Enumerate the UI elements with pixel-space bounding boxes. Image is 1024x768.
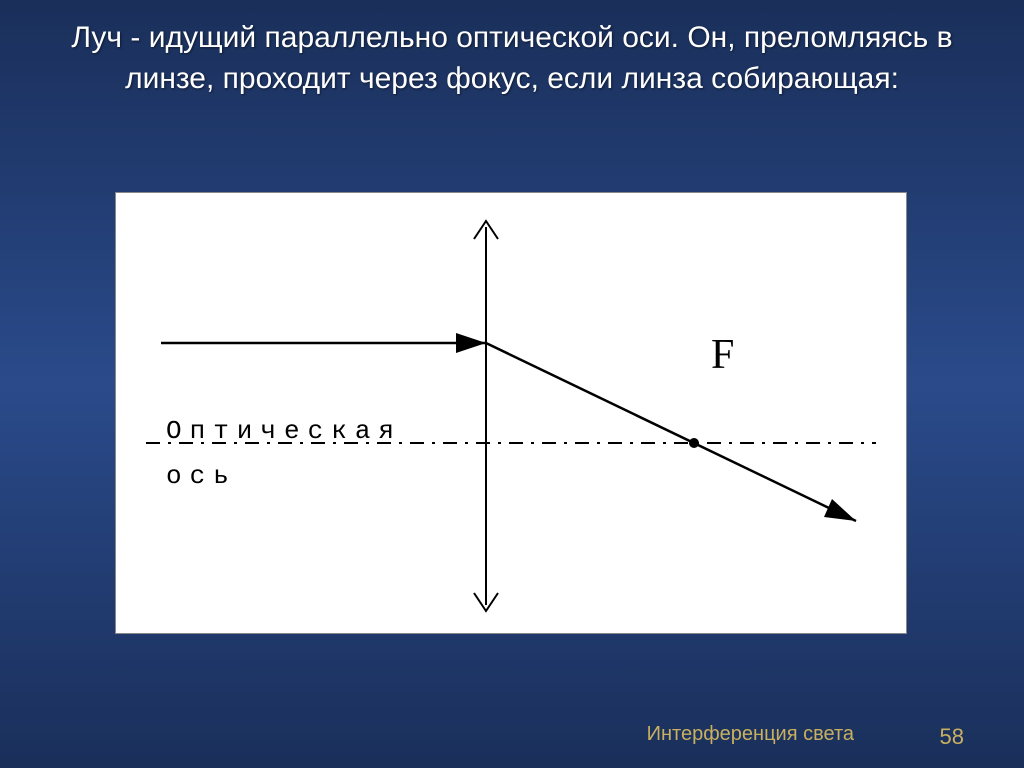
- optics-diagram: F Оптическая ось: [115, 192, 907, 634]
- footer-label: Интерференция света: [647, 723, 854, 746]
- refracted-ray-arrow: [824, 499, 856, 521]
- refracted-ray: [486, 343, 856, 521]
- focus-label: F: [711, 332, 734, 378]
- diagram-svg: F Оптическая ось: [116, 193, 906, 633]
- page-number: 58: [940, 724, 964, 750]
- axis-label-line1: Оптическая: [166, 416, 402, 446]
- focus-point: [689, 438, 699, 448]
- slide: Луч - идущий параллельно оптической оси.…: [0, 0, 1024, 768]
- slide-title: Луч - идущий параллельно оптической оси.…: [0, 0, 1024, 99]
- incident-ray-arrow: [456, 333, 486, 353]
- axis-label-line2: ось: [166, 461, 237, 491]
